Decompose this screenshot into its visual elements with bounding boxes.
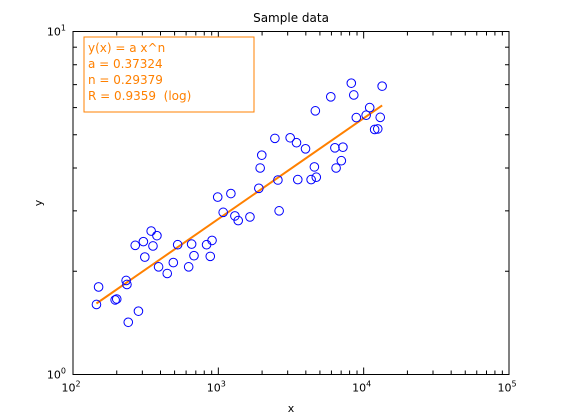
data-point [111,294,122,304]
fit-line-layer [95,104,383,305]
data-point [330,143,340,153]
data-point [110,295,120,305]
data-point [292,174,303,185]
data-point [285,132,295,143]
x-tick-label: 104 [352,380,371,395]
data-point [255,163,265,173]
data-point [325,92,336,102]
data-point [375,112,386,123]
data-point [351,112,362,123]
data-point [212,192,223,202]
y-tick-label: 101 [47,24,66,39]
x-tick-label: 103 [207,380,226,395]
data-point [148,241,158,251]
data-point [254,183,264,194]
x-tick-label: 102 [61,380,80,395]
data-point [183,262,194,272]
data-point [93,282,104,292]
plot-frame [72,31,510,375]
data-point [168,257,179,268]
data-point [274,206,284,216]
data-point [291,137,302,148]
annotation-box [83,36,255,113]
annotation-line: R = 0.9359 (log) [88,89,191,103]
data-point [372,124,383,134]
fit-line [95,104,383,305]
annotation-line: a = 0.37324 [88,57,163,71]
data-point [121,275,131,286]
data-point [336,155,347,166]
data-point [300,144,311,154]
data-point [338,142,348,152]
data-points [91,78,387,328]
data-point [218,207,228,218]
data-point [311,172,322,183]
data-point [207,235,217,246]
data-point [140,252,150,262]
x-axis-label: x [288,402,295,415]
data-point [162,268,173,279]
data-point [377,81,387,91]
annotation-line: n = 0.29379 [88,73,163,87]
data-point [146,226,156,236]
data-point [310,106,321,116]
data-point [361,110,371,121]
data-point [172,239,183,250]
fit-annotation: y(x) = a x^n a = 0.37324 n = 0.29379 R =… [83,36,255,113]
x-tick-label: 105 [497,380,516,395]
y-axis-label: y [32,199,45,206]
data-point [306,174,316,185]
data-point [346,78,357,88]
data-point [226,188,236,199]
axis-ticks: 102 103 104 105 100 101 [47,24,517,395]
data-point [364,102,375,113]
data-point [189,250,199,261]
data-point [273,175,283,185]
data-point [309,162,320,172]
data-point [233,215,244,226]
data-point [91,299,102,310]
chart-title: Sample data [253,11,329,25]
data-point [153,262,164,272]
data-point [256,150,267,160]
data-point [245,212,255,222]
data-point [152,230,162,241]
data-point [123,317,134,328]
data-point [133,306,144,316]
data-point [186,239,197,249]
data-point [369,124,380,135]
data-point [130,240,141,251]
data-point [270,133,280,144]
data-point [331,163,341,173]
data-point [122,279,132,290]
data-point [138,236,149,247]
data-point [348,90,359,100]
annotation-line: y(x) = a x^n [88,41,165,55]
data-point [205,251,216,262]
y-tick-label: 100 [47,367,66,382]
